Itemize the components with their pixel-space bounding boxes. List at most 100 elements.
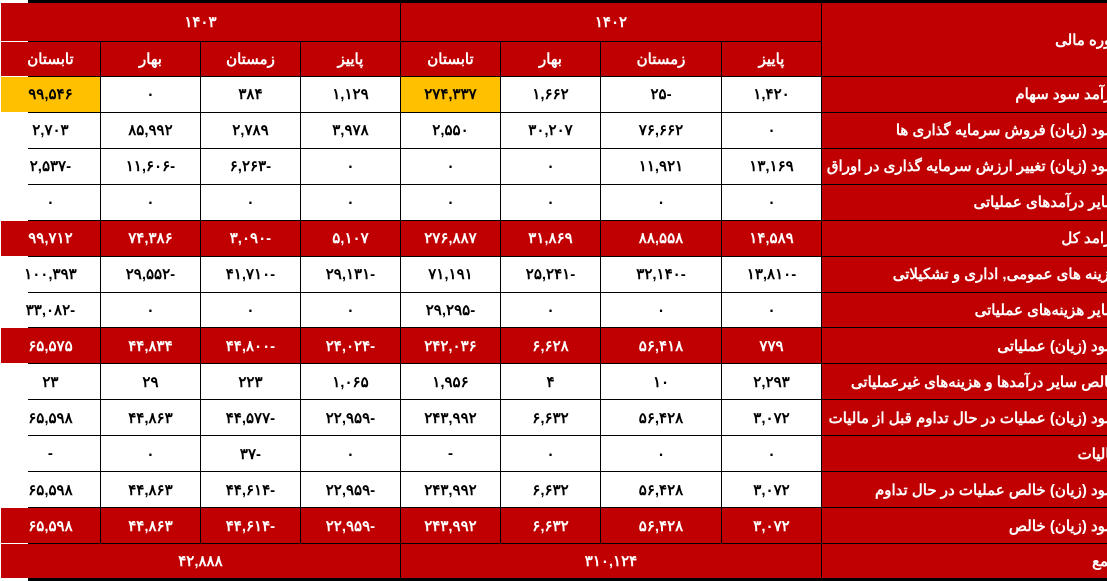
data-cell: ۴۴,۸۶۳ (73, 400, 172, 435)
data-cell: ۲,۵۵۰ (373, 113, 472, 148)
data-cell: ۰ (173, 185, 272, 220)
data-cell: ۰ (694, 185, 793, 220)
data-cell: ۶,۶۳۲ (473, 472, 572, 507)
data-cell: ۹۹,۷۱۲ (0, 221, 72, 256)
data-cell: ۰ (273, 293, 372, 328)
data-cell: ۱,۶۶۲ (473, 77, 572, 112)
data-cell: ۱,۰۶۵ (273, 364, 372, 399)
data-cell: ۵۶,۴۲۸ (573, 472, 693, 507)
data-cell: -۲۲,۹۵۹ (273, 400, 372, 435)
data-cell: ۰ (694, 436, 793, 471)
total-label: جمع (794, 544, 1104, 578)
data-cell: ۵,۱۰۷ (273, 221, 372, 256)
data-cell: ۶,۶۳۲ (473, 508, 572, 543)
data-cell: -۲۵ (573, 77, 693, 112)
data-cell: ۰ (273, 436, 372, 471)
data-cell: ۵۶,۴۱۸ (573, 328, 693, 363)
row-label: سود (زیان) خالص عملیات در حال تداوم (794, 472, 1104, 507)
year-1402-header: ۱۴۰۲ (373, 3, 793, 41)
data-cell: ۴۴,۸۶۳ (73, 508, 172, 543)
table-row: سود (زیان) خالص عملیات در حال تداوم۳,۰۷۲… (0, 472, 1104, 507)
data-cell: ۳,۰۷۲ (694, 508, 793, 543)
data-cell: ۹۹,۵۴۶ (0, 77, 72, 112)
row-label: سایر درآمدهای عملیاتی (794, 185, 1104, 220)
table-footer: جمع ۳۱۰,۱۲۴ ۴۲,۸۸۸ (0, 544, 1104, 578)
data-cell: ۶,۶۳۲ (473, 400, 572, 435)
row-label: هزینه های عمومی, اداری و تشکیلاتی (794, 257, 1104, 292)
data-cell: -۳۲,۱۴۰ (573, 257, 693, 292)
data-cell: ۳۰,۲۰۷ (473, 113, 572, 148)
data-cell: ۱۰ (573, 364, 693, 399)
table-row: هزینه های عمومی, اداری و تشکیلاتی-۱۳,۸۱۰… (0, 257, 1104, 292)
row-label: سود (زیان) عملیاتی (794, 328, 1104, 363)
data-cell: ۰ (373, 185, 472, 220)
data-cell: -۲۹,۱۳۱ (273, 257, 372, 292)
data-cell: ۰ (73, 77, 172, 112)
data-cell: ۱۰۰,۳۹۳ (0, 257, 72, 292)
data-cell: -۱۳,۸۱۰ (694, 257, 793, 292)
data-cell: ۳۸۴ (173, 77, 272, 112)
data-cell: ۲۴۲,۰۳۶ (373, 328, 472, 363)
data-cell: -۱۱,۶۰۶ (73, 149, 172, 184)
data-cell: ۳,۹۷۸ (273, 113, 372, 148)
data-cell: ۸۸,۵۵۸ (573, 221, 693, 256)
data-cell: ۰ (73, 293, 172, 328)
data-cell: -۴۴,۵۷۷ (173, 400, 272, 435)
data-cell: -۴۴,۸۰۰ (173, 328, 272, 363)
row-label: مالیات (794, 436, 1104, 471)
data-cell: ۳,۰۷۲ (694, 400, 793, 435)
data-cell: ۱,۹۵۶ (373, 364, 472, 399)
data-cell: ۰ (273, 185, 372, 220)
table-row: سود (زیان) تغییر ارزش سرمایه گذاری در او… (0, 149, 1104, 184)
data-cell: ۲۴۳,۹۹۲ (373, 508, 472, 543)
q-summer-1403: تابستان (0, 42, 72, 76)
table-row: سایر هزینه‌های عملیاتی۰۰۰-۲۹,۲۹۵۰۰۰-۳۳,۰… (0, 293, 1104, 328)
data-cell: ۲۲۳ (173, 364, 272, 399)
data-cell: -۳,۰۹۰ (173, 221, 272, 256)
total-1403: ۴۲,۸۸۸ (0, 544, 372, 578)
data-cell: -۲۹,۲۹۵ (373, 293, 472, 328)
period-header: دوره مالی (794, 3, 1104, 76)
q-winter-1403: زمستان (173, 42, 272, 76)
table-row: درآمد سود سهام۱,۴۲۰-۲۵۱,۶۶۲۲۷۴,۳۳۷۱,۱۲۹۳… (0, 77, 1104, 112)
data-cell: ۱۳,۱۶۹ (694, 149, 793, 184)
data-cell: -۲۵,۲۴۱ (473, 257, 572, 292)
data-cell: ۷۶,۶۶۲ (573, 113, 693, 148)
data-cell: ۶۵,۵۷۵ (0, 328, 72, 363)
table-row: خالص سایر درآمدها و هزینه‌های غیرعملیاتی… (0, 364, 1104, 399)
row-label: سود (زیان) تغییر ارزش سرمایه گذاری در او… (794, 149, 1104, 184)
row-label: درامد کل (794, 221, 1104, 256)
table-row: مالیات۰۰۰-۰-۳۷۰- (0, 436, 1104, 471)
data-cell: ۶,۶۲۸ (473, 328, 572, 363)
data-cell: ۲,۷۸۹ (173, 113, 272, 148)
row-label: خالص سایر درآمدها و هزینه‌های غیرعملیاتی (794, 364, 1104, 399)
data-cell: ۶۵,۵۹۸ (0, 508, 72, 543)
data-cell: ۰ (0, 185, 72, 220)
row-label: سود (زیان) عملیات در حال تداوم قبل از ما… (794, 400, 1104, 435)
data-cell: ۰ (273, 149, 372, 184)
data-cell: -۲۲,۹۵۹ (273, 508, 372, 543)
data-cell: ۲۹ (73, 364, 172, 399)
row-label: درآمد سود سهام (794, 77, 1104, 112)
data-cell: ۴۴,۸۳۴ (73, 328, 172, 363)
total-1402: ۳۱۰,۱۲۴ (373, 544, 793, 578)
data-cell: ۳۱,۸۶۹ (473, 221, 572, 256)
data-cell: -۴۴,۶۱۴ (173, 472, 272, 507)
data-cell: ۰ (573, 185, 693, 220)
data-cell: -۲,۵۳۷ (0, 149, 72, 184)
data-cell: ۸۵,۹۹۲ (73, 113, 172, 148)
data-cell: ۷۴,۳۸۶ (73, 221, 172, 256)
year-1403-header: ۱۴۰۳ (0, 3, 372, 41)
data-cell: ۰ (373, 149, 472, 184)
row-label: سایر هزینه‌های عملیاتی (794, 293, 1104, 328)
q-fall-1402: پاییز (694, 42, 793, 76)
table-row: سود (زیان) فروش سرمایه گذاری ها۰۷۶,۶۶۲۳۰… (0, 113, 1104, 148)
data-cell: ۲۴۳,۹۹۲ (373, 400, 472, 435)
data-cell: ۰ (173, 293, 272, 328)
q-spring-1403: بهار (73, 42, 172, 76)
row-label: سود (زیان) خالص (794, 508, 1104, 543)
data-cell: -۳۳,۰۸۲ (0, 293, 72, 328)
financial-table: دوره مالی ۱۴۰۲ ۱۴۰۳ پاییز زمستان بهار تا… (0, 2, 1105, 579)
data-cell: -۴۱,۷۱۰ (173, 257, 272, 292)
q-fall-1403: پاییز (273, 42, 372, 76)
